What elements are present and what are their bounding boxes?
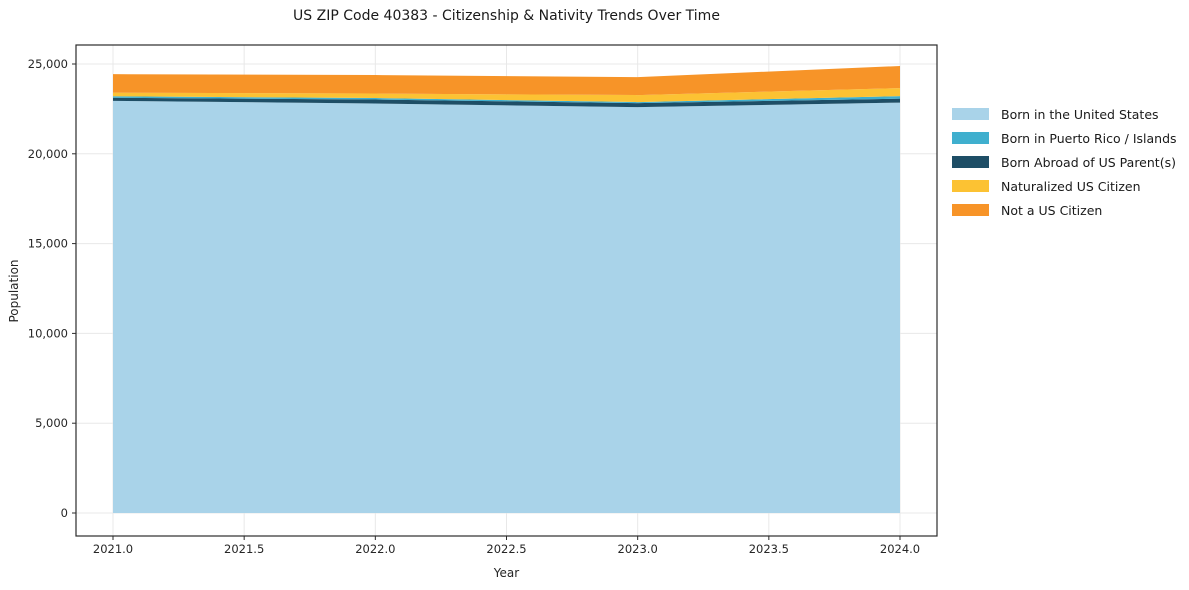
- area-naturalized-us-citizen: [113, 88, 900, 103]
- x-axis-label: Year: [493, 566, 520, 580]
- area-born-in-the-united-states: [113, 100, 900, 514]
- legend-item: Born in Puerto Rico / Islands: [952, 126, 1177, 150]
- legend-swatch-2: [952, 156, 989, 168]
- legend-swatch-0: [952, 108, 989, 120]
- x-tick-label: 2023.5: [749, 542, 789, 556]
- legend-label: Not a US Citizen: [1001, 202, 1103, 218]
- y-tick-label: 0: [61, 506, 68, 520]
- legend-swatch-4: [952, 204, 989, 216]
- area-born-in-puerto-rico-islands: [113, 96, 900, 104]
- legend-label: Naturalized US Citizen: [1001, 178, 1141, 194]
- legend-item: Naturalized US Citizen: [952, 174, 1177, 198]
- y-tick-label: 10,000: [28, 326, 68, 340]
- legend-item: Not a US Citizen: [952, 198, 1177, 222]
- legend-label: Born in the United States: [1001, 106, 1159, 122]
- legend-item: Born Abroad of US Parent(s): [952, 150, 1177, 174]
- legend-swatch-3: [952, 180, 989, 192]
- area-born-abroad-of-us-parent-s: [113, 97, 900, 108]
- legend-label: Born in Puerto Rico / Islands: [1001, 130, 1177, 146]
- y-axis-label: Population: [7, 259, 21, 323]
- x-tick-label: 2022.0: [355, 542, 395, 556]
- x-tick-label: 2023.0: [618, 542, 658, 556]
- y-tick-label: 25,000: [28, 57, 68, 71]
- legend-label: Born Abroad of US Parent(s): [1001, 154, 1176, 170]
- legend: Born in the United States Born in Puerto …: [952, 102, 1177, 222]
- legend-swatch-1: [952, 132, 989, 144]
- x-tick-label: 2022.5: [486, 542, 526, 556]
- chart-title: US ZIP Code 40383 - Citizenship & Nativi…: [293, 8, 720, 24]
- y-tick-label: 20,000: [28, 147, 68, 161]
- x-tick-label: 2021.5: [224, 542, 264, 556]
- area-not-a-us-citizen: [113, 65, 900, 96]
- legend-item: Born in the United States: [952, 102, 1177, 126]
- x-tick-label: 2021.0: [93, 542, 133, 556]
- y-tick-label: 5,000: [35, 416, 68, 430]
- x-tick-label: 2024.0: [880, 542, 920, 556]
- y-tick-label: 15,000: [28, 237, 68, 251]
